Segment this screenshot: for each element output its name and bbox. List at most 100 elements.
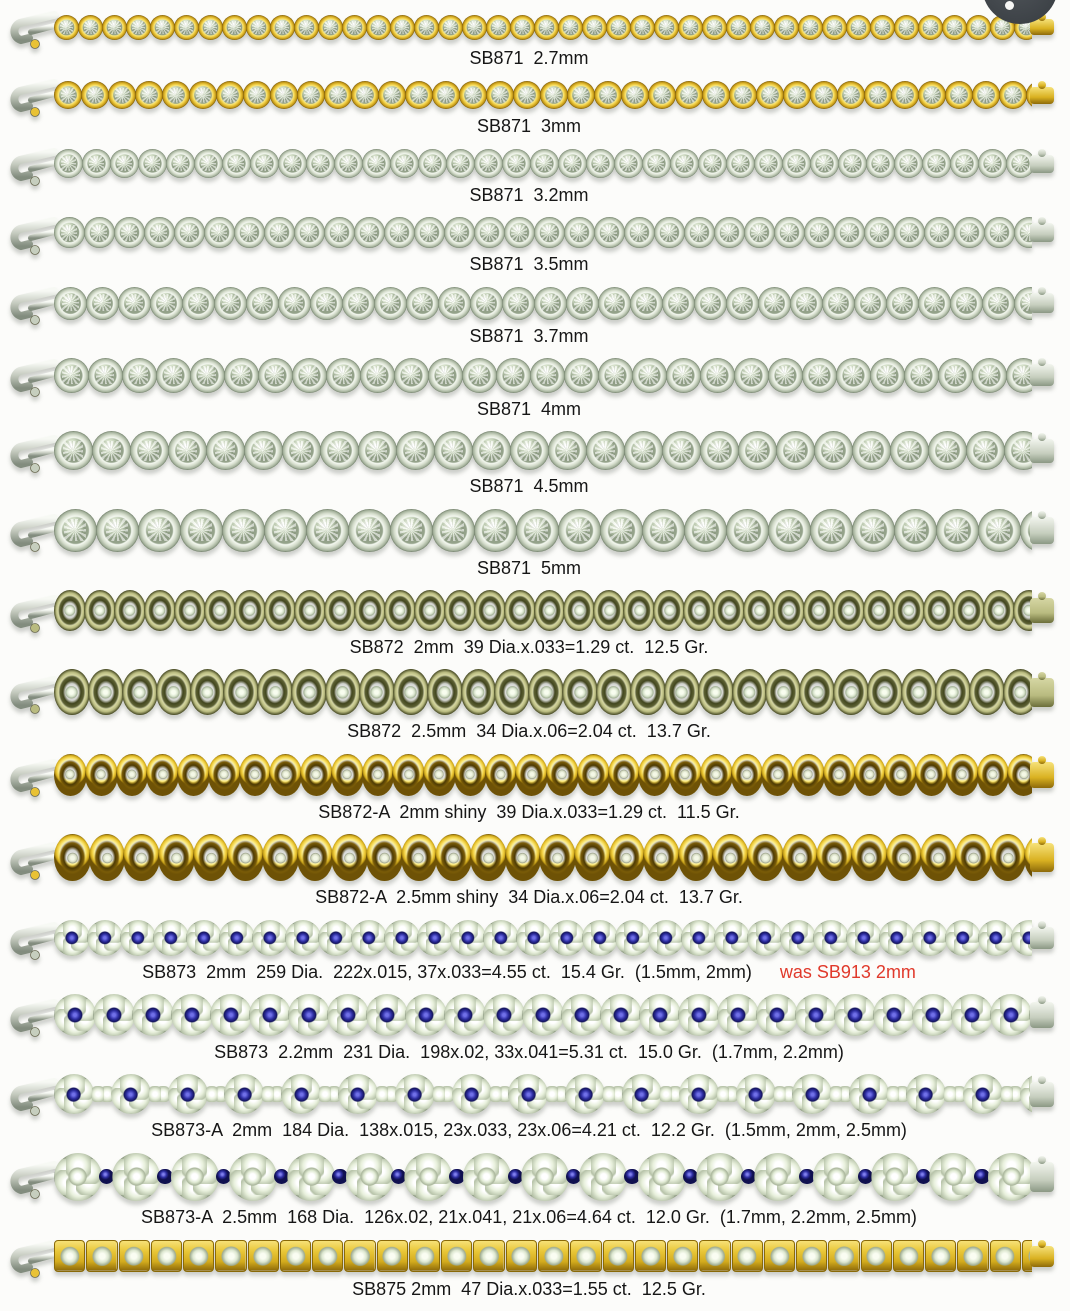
bracelet-link — [768, 357, 803, 393]
bracelet-label: SB875 2mm 47 Dia.x.033=1.55 ct. 12.5 Gr. — [352, 1279, 706, 1299]
bracelet-link — [602, 1240, 634, 1272]
clasp-left-icon — [4, 281, 58, 325]
bracelet-link — [269, 753, 302, 796]
bracelet-image — [4, 508, 1054, 553]
bracelet-link — [156, 357, 191, 393]
bracelet-link — [358, 431, 397, 471]
bracelet-link — [539, 834, 576, 882]
bracelet-caption: SB873 2mm 259 Dia. 222x.015, 37x.033=4.5… — [4, 961, 1054, 984]
bracelet-caption: SB872-A 2.5mm shiny 34 Dia.x.06=2.04 ct.… — [4, 886, 1054, 909]
bracelet-link — [432, 1085, 454, 1103]
bracelet-link — [729, 81, 757, 110]
bracelet-link — [54, 753, 87, 796]
bracelet-caption: SB871 3.5mm — [4, 253, 1054, 276]
bracelet-link — [894, 14, 919, 40]
bracelet-link — [318, 919, 354, 956]
bracelet-link — [790, 286, 823, 320]
bracelet-link — [884, 753, 917, 796]
bracelet-link — [460, 669, 497, 716]
bracelet-label: SB873 2mm 259 Dia. 222x.015, 37x.033=4.5… — [142, 961, 752, 982]
bracelet-link — [489, 1085, 511, 1103]
bracelet-link — [54, 286, 87, 320]
bracelet-link — [288, 993, 330, 1036]
bracelet-link — [214, 286, 247, 320]
bracelet-link — [642, 508, 685, 552]
bracelet-link — [180, 508, 223, 552]
bracelet-link — [376, 1240, 408, 1272]
bracelet-link — [533, 590, 566, 631]
clasp-left-icon — [4, 753, 58, 797]
bracelet-link — [54, 431, 93, 471]
bracelet-link — [754, 149, 783, 179]
bracelet-link — [974, 1168, 990, 1185]
bracelet-link — [863, 590, 896, 631]
bracelet-link — [669, 753, 702, 796]
bracelet-link — [83, 590, 116, 631]
bracelet-link — [1013, 590, 1032, 631]
bracelet-link — [912, 919, 948, 956]
bracelet-link — [450, 919, 486, 956]
bracelet-link — [639, 993, 681, 1036]
bracelet-link — [866, 149, 895, 179]
bracelet-link — [418, 149, 447, 179]
bracelet-link — [281, 1074, 322, 1115]
bracelet-caption: SB873-A 2.5mm 168 Dia. 126x.02, 21x.041,… — [4, 1206, 1054, 1229]
bracelet-link — [999, 81, 1027, 110]
bracelet-link — [954, 217, 985, 249]
bracelet-link — [473, 590, 506, 631]
clasp-right-icon — [1030, 287, 1054, 313]
bracelet-link — [912, 993, 954, 1036]
bracelet-link — [310, 286, 343, 320]
bracelet-link — [699, 753, 733, 796]
bracelet-link — [621, 1074, 662, 1115]
bracelet-image — [4, 590, 1054, 633]
bracelet-link — [623, 590, 656, 631]
bracelet-link — [916, 1168, 932, 1185]
bracelet-link — [976, 753, 1010, 796]
bracelet-link — [614, 149, 643, 179]
bracelet-link — [270, 14, 295, 40]
bracelet-link — [189, 669, 226, 716]
bracelet-link — [642, 149, 671, 179]
bracelet-link — [261, 834, 299, 882]
bracelet-caption: SB871 5mm — [4, 557, 1054, 580]
bracelet-image — [4, 669, 1054, 716]
bracelet-link — [444, 217, 475, 249]
bracelet-link — [324, 81, 352, 110]
bracelet-link — [270, 81, 298, 110]
bracelet-link — [54, 669, 90, 716]
bracelet-link — [502, 149, 531, 179]
bracelet-link — [285, 919, 321, 956]
bracelet-link — [853, 753, 887, 796]
bracelet-link — [516, 508, 559, 552]
bracelet-link — [190, 357, 225, 393]
clasp-left-icon — [4, 1234, 58, 1278]
bracelet-label: SB872-A 2mm shiny 39 Dia.x.033=1.29 ct. … — [318, 801, 740, 822]
bracelet-link — [562, 669, 598, 716]
bracelet-link — [782, 149, 811, 179]
bracelet-link — [522, 993, 564, 1036]
bracelet-link — [586, 149, 615, 179]
bracelet-link — [194, 149, 223, 179]
clasp-left-icon — [4, 670, 58, 715]
bracelet-link — [761, 753, 794, 796]
bracelet-link — [813, 919, 849, 956]
bracelet-link — [146, 753, 179, 796]
bracelet-link — [765, 669, 802, 716]
bracelet-link — [423, 753, 456, 796]
bracelet-links — [54, 431, 1032, 471]
bracelet-row: SB872 2mm 39 Dia.x.033=1.29 ct. 12.5 Gr. — [4, 590, 1054, 659]
bracelet-link — [802, 357, 837, 393]
bracelet-link — [702, 81, 730, 110]
bracelet-link — [123, 834, 160, 882]
bracelet-link — [567, 81, 595, 110]
bracelet-link — [953, 590, 986, 631]
bracelet-link — [586, 431, 625, 471]
bracelet-link — [812, 1152, 861, 1201]
bracelet-link — [774, 14, 799, 40]
bracelet-image — [4, 357, 1054, 398]
bracelet-link — [327, 993, 369, 1036]
bracelet-link — [796, 1240, 828, 1272]
bracelet-link — [278, 286, 311, 320]
bracelet-link — [138, 508, 181, 552]
